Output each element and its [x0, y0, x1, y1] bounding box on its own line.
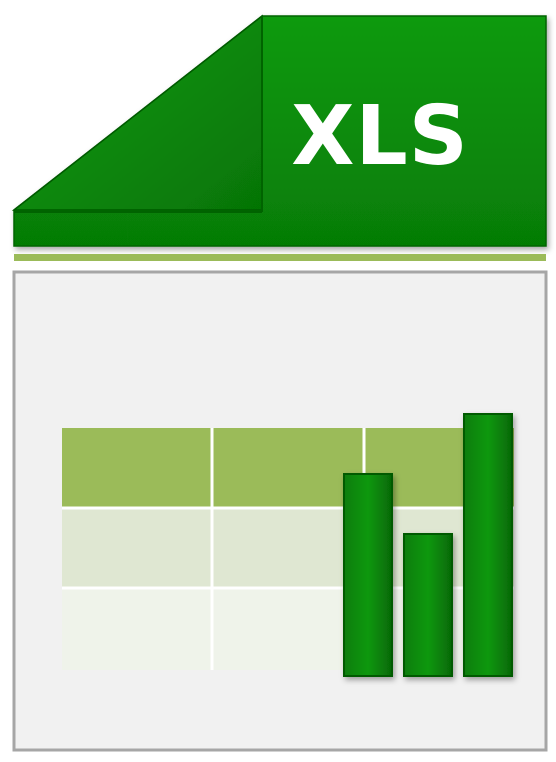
- chart-bar-3: [463, 413, 513, 677]
- table-header-row: [62, 428, 514, 508]
- file-type-label: XLS: [291, 89, 469, 184]
- chart-bar-1: [343, 473, 393, 677]
- bar-chart-icon: [343, 413, 513, 677]
- header-underline: [14, 254, 546, 261]
- chart-bar-2: [403, 533, 453, 677]
- tab-flap: [11, 14, 263, 211]
- file-tab-header: [11, 14, 547, 247]
